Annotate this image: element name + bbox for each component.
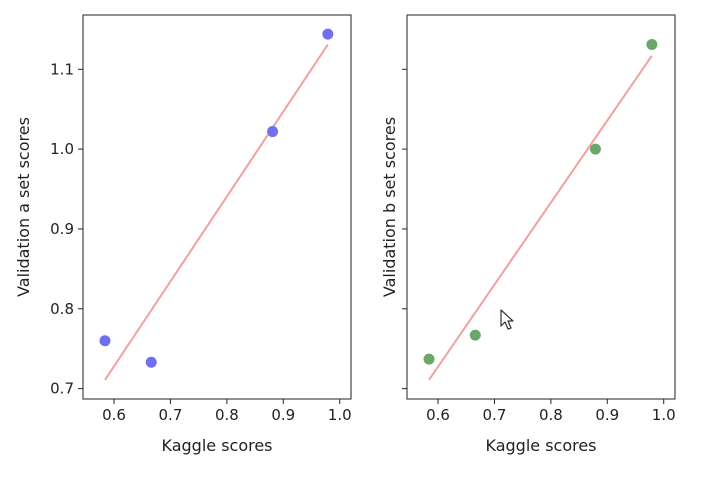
x-tick-label: 0.6	[102, 406, 126, 424]
data-point	[145, 356, 157, 368]
x-tick-label: 0.8	[539, 406, 563, 424]
data-point	[267, 126, 279, 138]
x-tick-label: 0.6	[426, 406, 450, 424]
x-axis-label: Kaggle scores	[485, 436, 596, 455]
mouse-pointer-icon	[500, 309, 514, 330]
y-axis-label: Validation b set scores	[380, 117, 399, 297]
left-scatter-plot: 0.6 0.7 0.8 0.9 1.0 0.7 0.8 0.9 1.0 1.1 Kaggle sco…	[14, 14, 352, 455]
data-point	[646, 39, 658, 51]
y-tick-label: 1.1	[50, 60, 74, 78]
x-tick-label: 1.0	[652, 406, 676, 424]
axes-frame	[406, 14, 676, 400]
right-scatter-plot: 0.6 0.7 0.8 0.9 1.0 Kaggle scores Validation b…	[380, 14, 676, 455]
x-tick-label: 0.7	[159, 406, 183, 424]
axes-frame	[82, 14, 352, 400]
x-tick-label: 0.8	[215, 406, 239, 424]
x-axis-label: Kaggle scores	[161, 436, 272, 455]
x-tick-label: 0.7	[483, 406, 507, 424]
data-point	[469, 329, 481, 341]
data-point	[589, 143, 601, 155]
y-axis-label: Validation a set scores	[14, 117, 33, 297]
data-point	[423, 353, 435, 365]
x-tick-label: 1.0	[328, 406, 352, 424]
fit-line	[104, 43, 329, 381]
fit-line	[428, 55, 653, 381]
data-point	[322, 28, 334, 40]
y-tick-label: 0.7	[50, 380, 74, 398]
x-tick-label: 0.9	[595, 406, 619, 424]
y-tick-label: 1.0	[50, 140, 74, 158]
y-tick-label: 0.9	[50, 220, 74, 238]
y-tick-label: 0.8	[50, 300, 74, 318]
data-point	[99, 335, 111, 347]
x-tick-label: 0.9	[271, 406, 295, 424]
